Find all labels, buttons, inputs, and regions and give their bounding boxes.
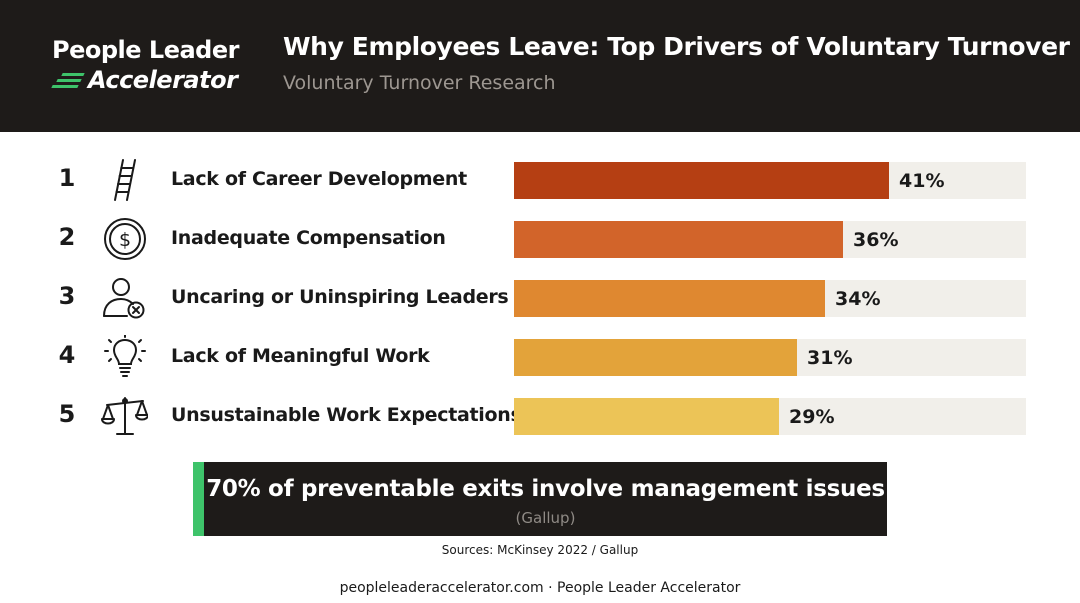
bar-track: 41% — [514, 162, 1026, 199]
category-label: Inadequate Compensation — [171, 227, 446, 249]
category-label: Lack of Meaningful Work — [171, 345, 430, 367]
rank-number: 2 — [58, 223, 76, 251]
bar — [514, 398, 779, 435]
bar-track: 36% — [514, 221, 1026, 258]
callout-accent-bar — [193, 462, 204, 536]
value-label: 36% — [853, 229, 899, 251]
category-label: Lack of Career Development — [171, 168, 467, 190]
bar-track: 34% — [514, 280, 1026, 317]
page-title: Why Employees Leave: Top Drivers of Volu… — [283, 32, 1070, 61]
footer: peopleleaderaccelerator.com · People Lea… — [339, 580, 741, 596]
chart-row: 2 $ Inadequate Compensation 36% — [0, 217, 1080, 261]
logo-speed-stripes-icon — [51, 73, 88, 93]
bar-track: 31% — [514, 339, 1026, 376]
chart-row: 4 Lack of Meaningful Work 31% — [0, 334, 1080, 379]
rank-number: 5 — [58, 400, 76, 428]
svg-text:$: $ — [119, 229, 131, 251]
rank-number: 4 — [58, 341, 76, 369]
dollar-coin-icon: $ — [100, 217, 148, 261]
value-label: 41% — [899, 170, 945, 192]
bar-chart: 1 Lack of Career Development 41% 2 $ Ina… — [0, 150, 1080, 450]
person-x-icon — [100, 276, 148, 320]
chart-row: 1 Lack of Career Development 41% — [0, 158, 1080, 202]
logo-line-1: People Leader — [52, 36, 239, 64]
scales-icon — [100, 394, 149, 438]
bar — [514, 162, 889, 199]
lightbulb-icon — [100, 334, 148, 379]
sources-note: Sources: McKinsey 2022 / Gallup — [441, 543, 639, 557]
logo-line-2: Accelerator — [88, 66, 238, 94]
ladder-icon — [100, 158, 148, 202]
bar-track: 29% — [514, 398, 1026, 435]
category-label: Uncaring or Uninspiring Leaders — [171, 286, 509, 308]
page-subtitle: Voluntary Turnover Research — [283, 72, 556, 94]
chart-row: 3 Uncaring or Uninspiring Leaders 34% — [0, 276, 1080, 320]
callout-source: (Gallup) — [515, 509, 576, 527]
brand-logo: People Leader Accelerator — [51, 36, 252, 98]
value-label: 34% — [835, 288, 881, 310]
header: People Leader Accelerator Why Employees … — [0, 0, 1080, 132]
key-stat-callout: 70% of preventable exits involve managem… — [193, 462, 887, 536]
value-label: 29% — [789, 406, 835, 428]
rank-number: 1 — [58, 164, 76, 192]
chart-row: 5 Unsustainable Work Expectations 29% — [0, 396, 1080, 436]
value-label: 31% — [807, 347, 853, 369]
bar — [514, 339, 797, 376]
bar — [514, 280, 825, 317]
rank-number: 3 — [58, 282, 76, 310]
category-label: Unsustainable Work Expectations — [171, 404, 522, 426]
bar — [514, 221, 843, 258]
callout-text: 70% of preventable exits involve managem… — [206, 476, 885, 502]
